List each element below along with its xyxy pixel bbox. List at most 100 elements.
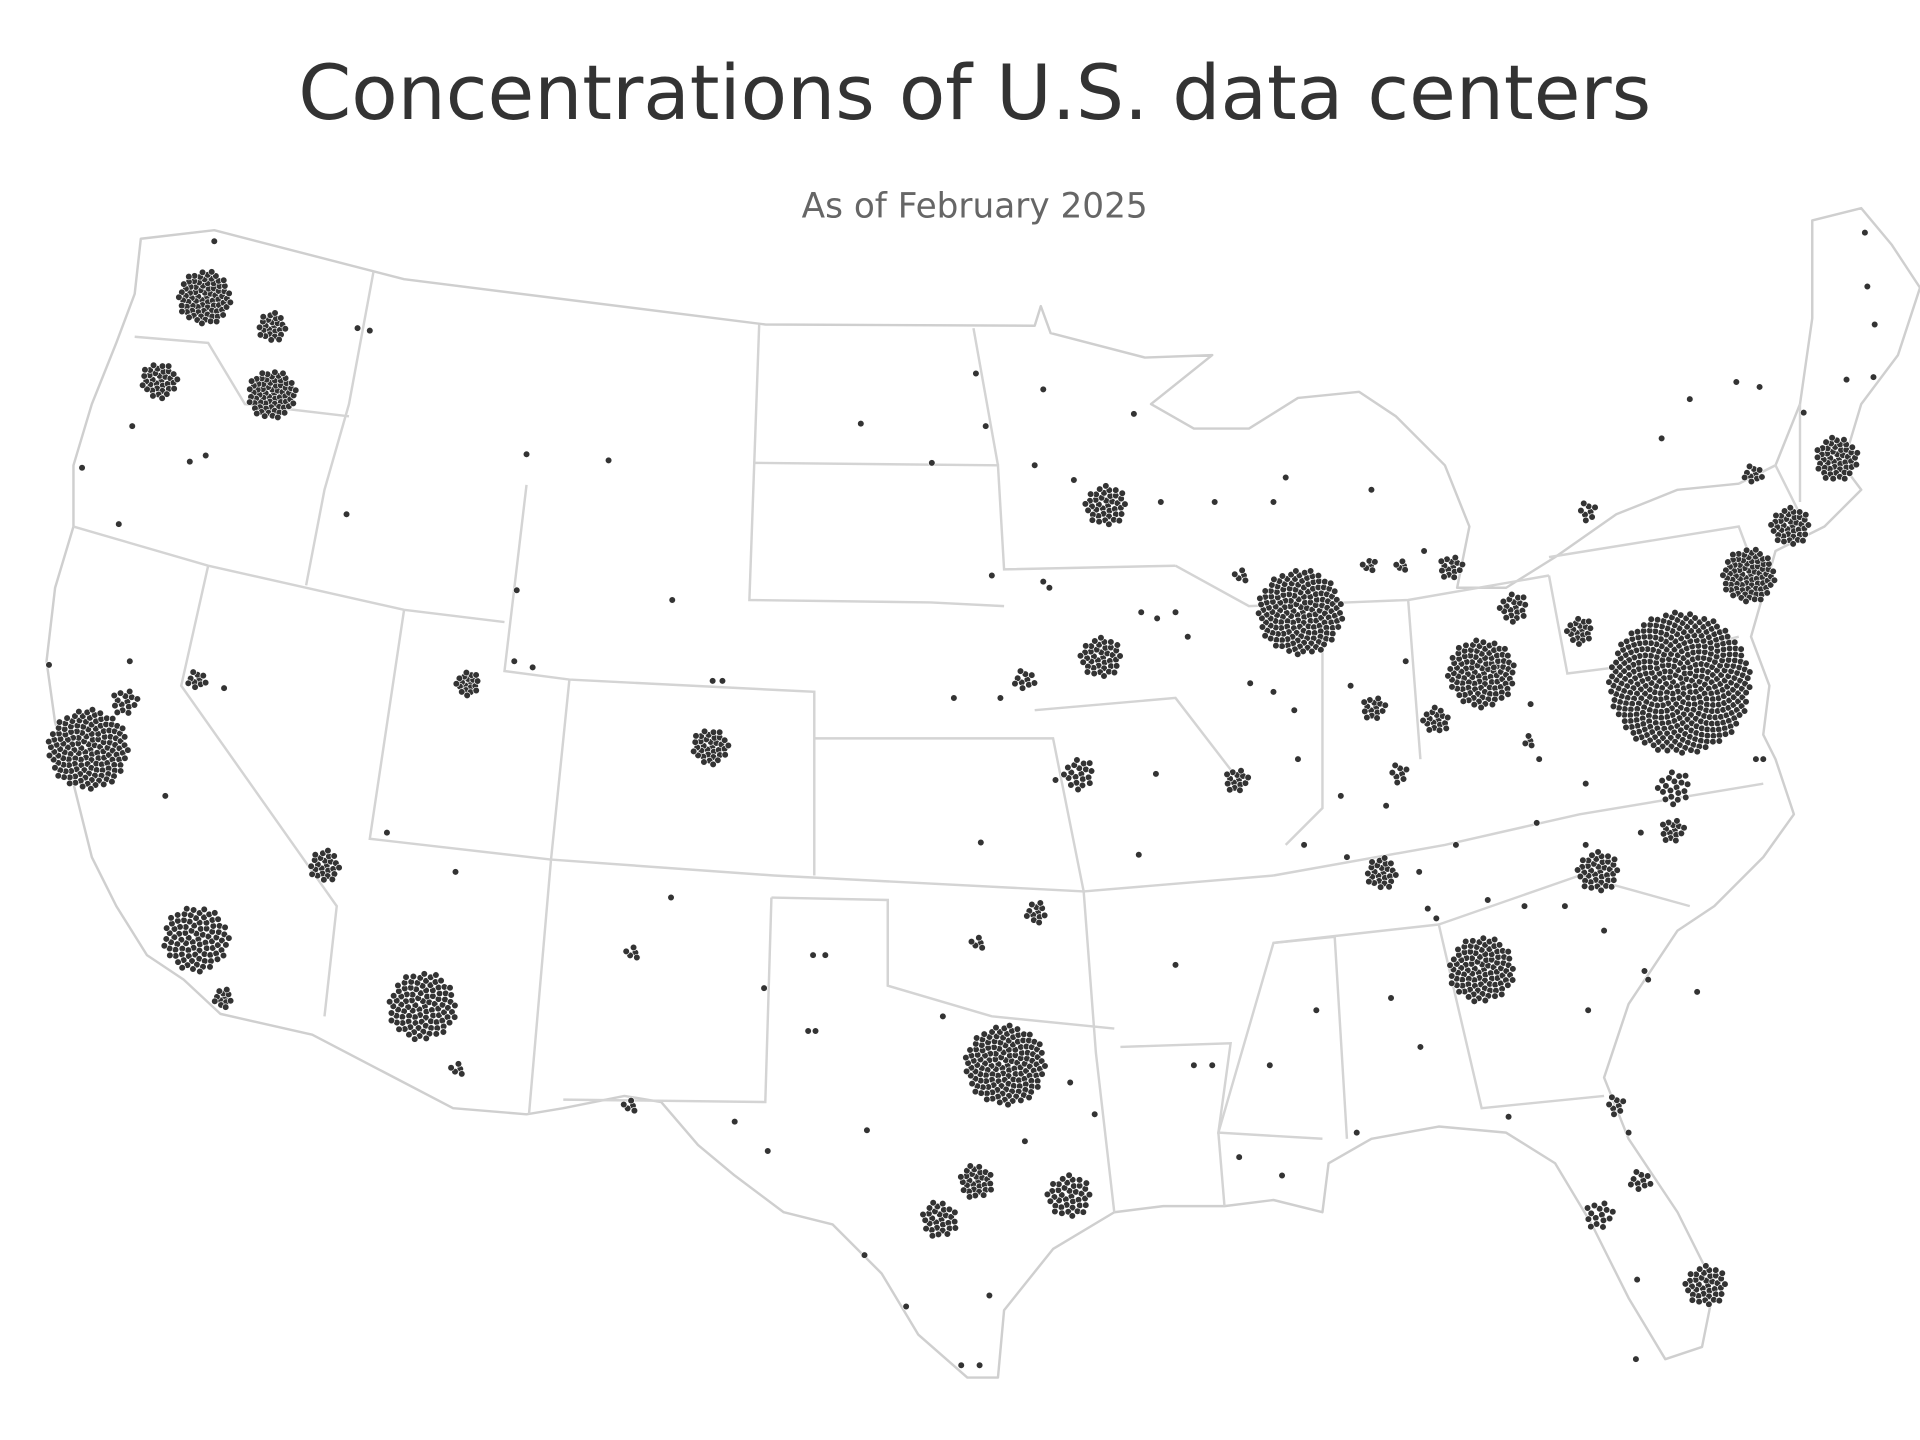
data-center-dot <box>1278 1171 1286 1180</box>
data-center-dot <box>1584 1006 1592 1014</box>
data-center-dot <box>1828 434 1836 442</box>
data-center-dot <box>1667 793 1675 801</box>
data-center-dot <box>108 777 116 786</box>
data-center-dot <box>1292 567 1300 575</box>
data-center-dot <box>1590 1201 1599 1210</box>
data-center-dot <box>1681 772 1690 780</box>
data-center-dot <box>226 997 235 1005</box>
data-center-dot <box>1731 656 1739 665</box>
data-center-dot <box>439 1028 447 1036</box>
data-center-dot <box>1391 761 1399 770</box>
data-center-dot <box>1709 617 1718 625</box>
data-center-dot <box>986 1171 995 1179</box>
data-center-dot <box>1373 714 1381 722</box>
data-center-dot <box>1113 641 1121 649</box>
data-center-dot <box>422 1034 430 1042</box>
data-center-dot <box>189 965 197 973</box>
data-center-dot <box>1469 937 1477 945</box>
data-center-dot <box>620 1100 628 1109</box>
data-center-dot <box>809 951 817 959</box>
data-center-dot <box>1521 739 1529 747</box>
data-center-dot <box>1822 438 1830 446</box>
data-center-dot <box>87 785 95 793</box>
data-center-dot <box>1566 621 1575 629</box>
data-center-dot <box>1257 600 1265 609</box>
data-center-dot <box>188 957 196 965</box>
data-center-dot <box>248 377 256 385</box>
data-center-dot <box>366 326 374 335</box>
data-center-dot <box>1742 659 1750 667</box>
data-center-dot <box>1184 633 1192 641</box>
data-center-dot <box>200 905 208 914</box>
data-center-dot <box>1477 703 1485 712</box>
data-center-dot <box>1717 1290 1726 1298</box>
data-center-dot <box>1282 473 1290 482</box>
data-center-dot <box>1658 434 1666 442</box>
data-center-dot <box>1605 1100 1613 1109</box>
data-center-dot <box>1338 615 1346 623</box>
data-center-dot <box>109 715 117 723</box>
data-center-dot <box>1861 229 1869 237</box>
data-center-dot <box>1224 780 1232 788</box>
data-center-dot <box>96 709 104 717</box>
data-center-dot <box>330 852 338 860</box>
data-center-dot <box>1786 504 1794 512</box>
data-center-dot <box>965 1193 974 1201</box>
data-center-dot <box>1381 854 1389 862</box>
data-center-dot <box>1075 1176 1084 1184</box>
data-center-dot <box>1112 486 1120 494</box>
data-center-dot <box>54 772 62 780</box>
data-center-dot <box>390 992 398 1000</box>
data-center-dot <box>1527 700 1535 708</box>
data-center-dot <box>1382 802 1390 810</box>
data-center-dot <box>1016 667 1025 675</box>
data-center-dot <box>1415 868 1423 876</box>
data-center-dot <box>1444 713 1452 722</box>
data-center-dot <box>353 324 362 332</box>
data-center-dot <box>1079 658 1087 666</box>
data-center-dot <box>1644 1172 1652 1180</box>
data-center-dot <box>1764 554 1772 562</box>
data-center-dot <box>420 970 428 978</box>
data-center-dot <box>1622 723 1630 731</box>
data-center-dot <box>988 571 996 580</box>
data-center-dot <box>126 657 134 665</box>
data-center-dot <box>629 943 638 952</box>
data-center-dot <box>975 934 983 942</box>
data-center-dot <box>219 951 228 960</box>
data-center-dot <box>167 914 175 922</box>
data-center-dot <box>1278 572 1287 580</box>
data-center-dot <box>110 691 118 700</box>
data-center-dot <box>709 677 717 685</box>
data-center-dot <box>133 695 142 703</box>
data-center-dot <box>716 728 724 736</box>
data-center-dot <box>211 909 219 917</box>
data-center-dot <box>1633 628 1642 636</box>
data-center-dot <box>267 336 275 344</box>
data-center-dot <box>45 751 54 760</box>
data-center-dot <box>209 922 217 930</box>
data-center-dot <box>667 893 675 902</box>
data-center-dot <box>1491 935 1499 944</box>
data-center-dot <box>1588 513 1596 521</box>
data-center-dot <box>1644 975 1652 984</box>
data-center-dot <box>1086 759 1094 767</box>
data-center-dot <box>1863 282 1871 291</box>
data-center-dot <box>1800 409 1808 417</box>
data-center-dot <box>214 941 222 949</box>
data-center-dot <box>963 1067 971 1076</box>
data-center-dot <box>983 1095 991 1103</box>
data-center-dot <box>1423 710 1431 718</box>
data-center-dot <box>1419 716 1427 725</box>
data-center-dot <box>1822 474 1830 482</box>
data-center-dot <box>1502 614 1510 622</box>
data-center-dot <box>281 325 289 333</box>
data-center-dot <box>1677 778 1686 787</box>
data-center-dot <box>1640 967 1649 975</box>
data-center-dot <box>1705 1300 1713 1308</box>
data-center-dot <box>1035 918 1043 927</box>
data-center-dot <box>1520 612 1528 620</box>
data-center-dot <box>1663 746 1672 755</box>
data-center-dot <box>386 998 394 1006</box>
data-center-dot <box>63 714 71 722</box>
